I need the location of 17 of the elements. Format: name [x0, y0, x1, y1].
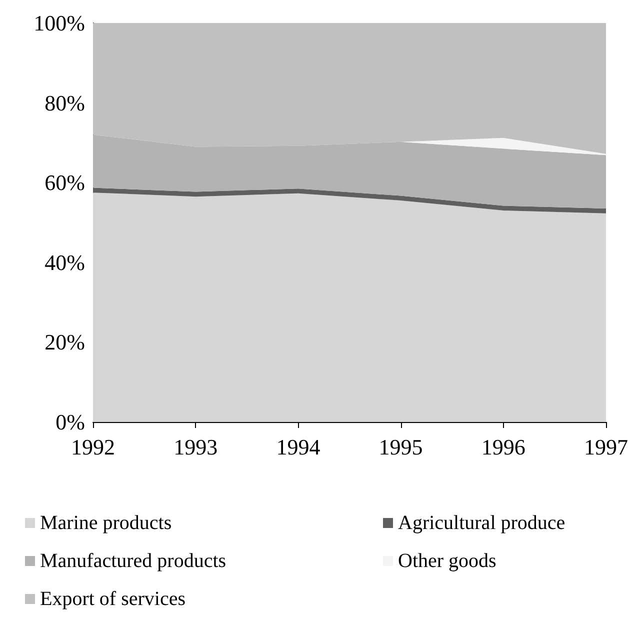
legend-label: Agricultural produce	[398, 512, 566, 534]
x-tick-label: 1994	[276, 434, 320, 460]
legend-label: Marine products	[40, 512, 172, 534]
x-tick-label: 1996	[481, 434, 526, 460]
y-tick-label: 40%	[44, 250, 85, 275]
legend-label: Export of services	[40, 588, 186, 610]
y-tick-label: 100%	[34, 10, 85, 36]
legend-label: Other goods	[398, 550, 497, 572]
y-tick-label: 0%	[56, 410, 85, 434]
x-tick-label: 1992	[71, 434, 115, 460]
legend-label: Manufactured products	[40, 550, 226, 572]
y-tick-label: 60%	[44, 170, 85, 196]
x-tick-label: 1997	[584, 434, 628, 460]
y-tick-label: 20%	[44, 330, 85, 355]
x-tick-label: 1995	[378, 434, 423, 460]
x-tick-label: 1993	[174, 434, 218, 460]
y-tick-label: 80%	[44, 90, 85, 116]
